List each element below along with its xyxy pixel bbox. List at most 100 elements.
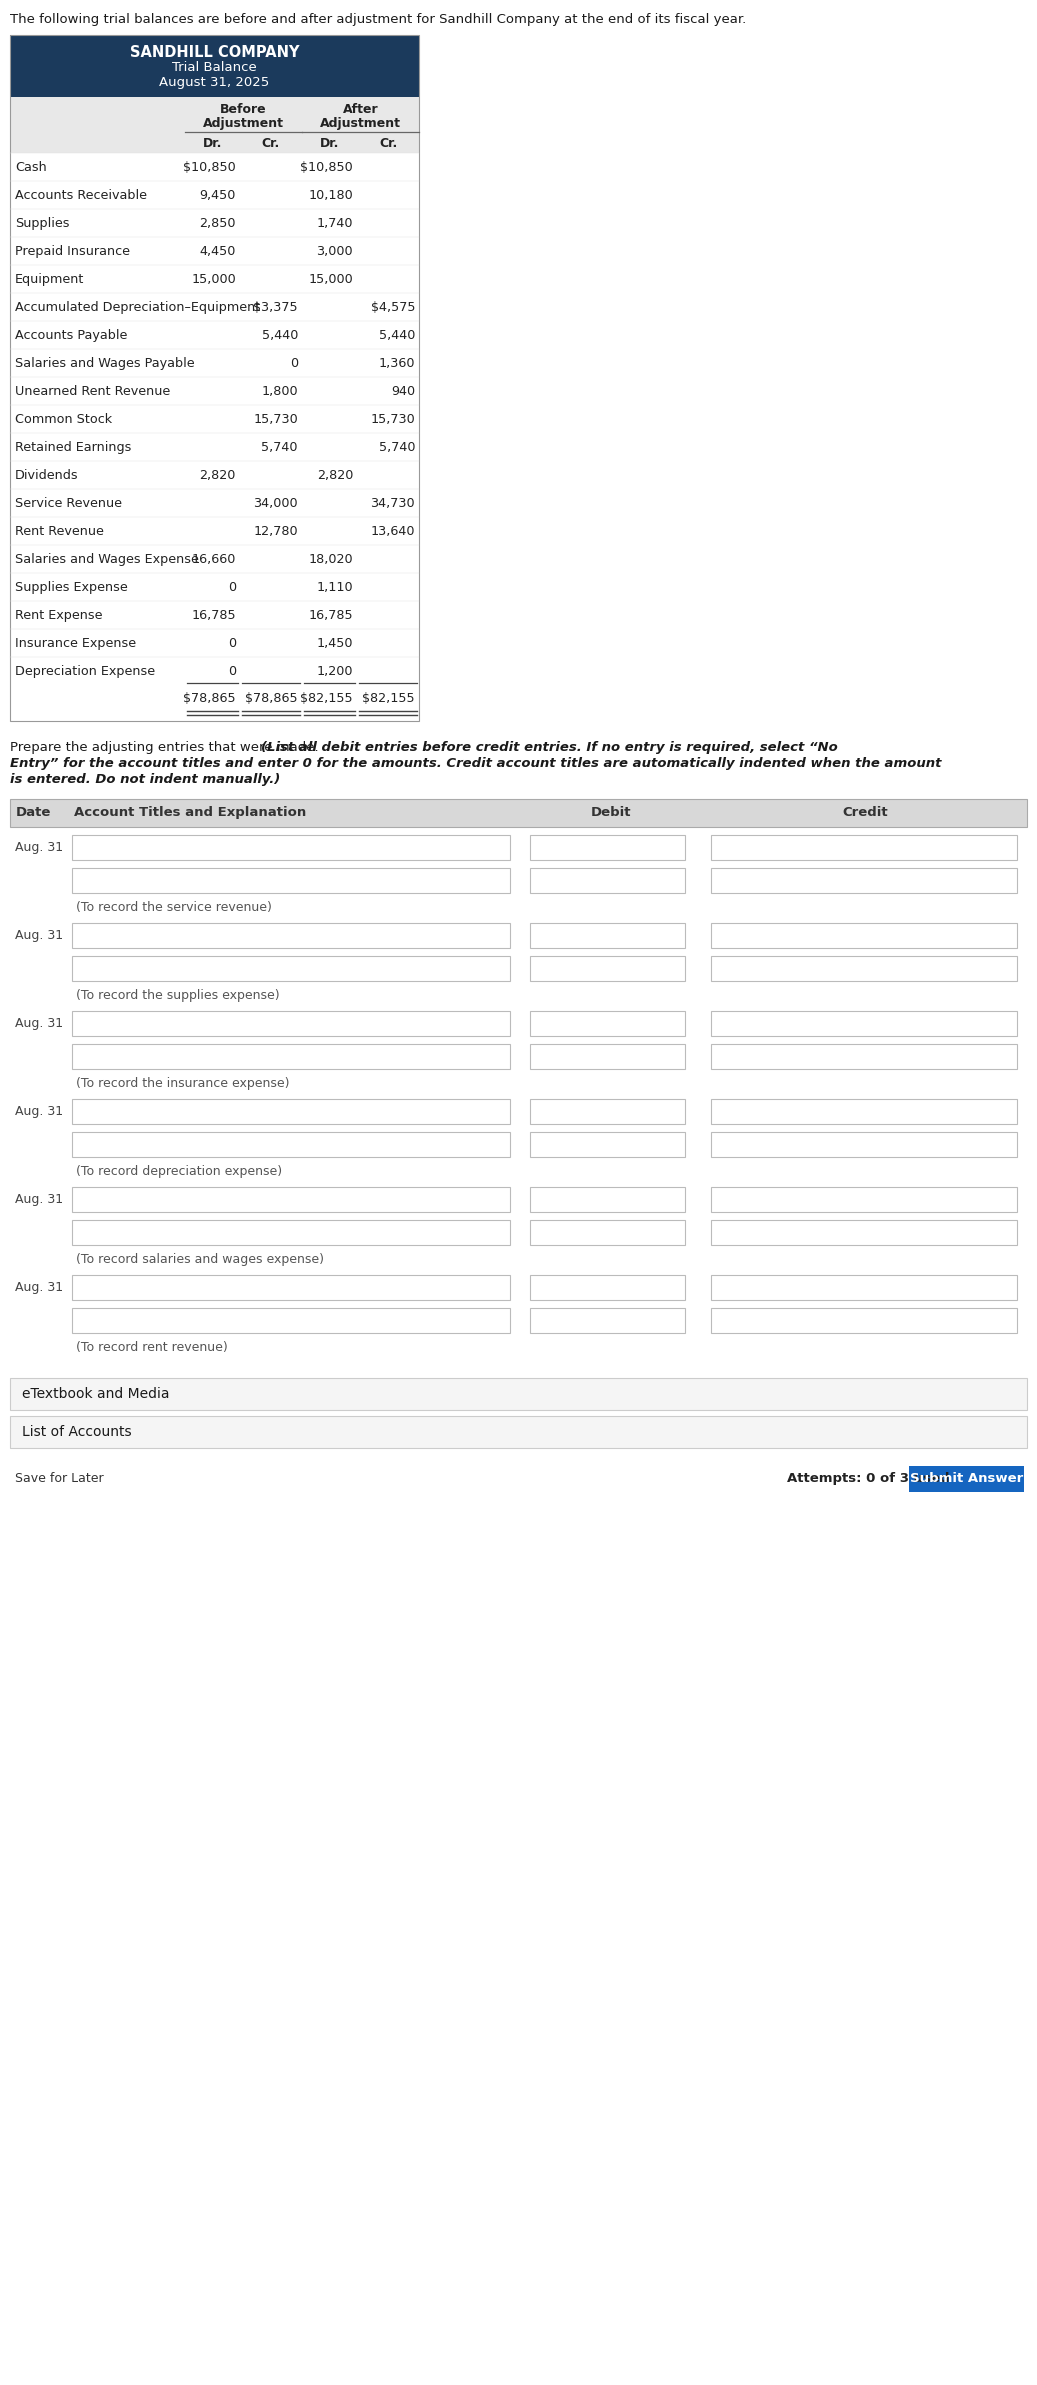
Bar [10,36,419,98]
Text: 5,440: 5,440 [379,329,415,341]
Bar [530,1045,685,1068]
Text: 9,450: 9,450 [200,188,236,203]
Text: The following trial balances are before and after adjustment for Sandhill Compan: The following trial balances are before … [10,12,747,26]
Text: 1,200: 1,200 [316,665,353,677]
Bar [530,1276,685,1300]
Text: Dividends: Dividends [15,470,79,482]
Text: 3,000: 3,000 [316,246,353,258]
Text: is entered. Do not indent manually.): is entered. Do not indent manually.) [10,773,280,787]
Text: Accumulated Depreciation–Equipment: Accumulated Depreciation–Equipment [15,301,260,315]
Text: SANDHILL COMPANY: SANDHILL COMPANY [130,45,300,60]
Text: Aug. 31: Aug. 31 [15,1192,63,1207]
Text: 34,730: 34,730 [370,496,415,510]
Text: 16,660: 16,660 [192,553,236,565]
Bar [530,956,685,980]
Text: $78,865: $78,865 [184,692,236,706]
Text: (List all debit entries before credit entries. If no entry is required, select “: (List all debit entries before credit en… [260,742,838,754]
Text: Dr.: Dr. [203,136,222,150]
Text: $82,155: $82,155 [362,692,415,706]
Text: Prepaid Insurance: Prepaid Insurance [15,246,130,258]
Text: Retained Earnings: Retained Earnings [15,441,132,453]
Text: Supplies Expense: Supplies Expense [15,582,128,594]
Text: 1,110: 1,110 [316,582,353,594]
Text: 12,780: 12,780 [253,525,298,539]
Text: Unearned Rent Revenue: Unearned Rent Revenue [15,384,170,398]
Text: 15,730: 15,730 [370,413,415,427]
Text: 0: 0 [228,637,236,651]
Bar [10,1417,1027,1448]
Bar [530,835,685,861]
Text: Rent Expense: Rent Expense [15,608,103,622]
Text: Trial Balance: Trial Balance [172,62,257,74]
Bar [711,923,1017,947]
Text: $78,865: $78,865 [246,692,298,706]
Bar [72,1133,510,1157]
Bar [711,956,1017,980]
Bar [10,36,419,720]
Text: 5,740: 5,740 [261,441,298,453]
Text: eTextbook and Media: eTextbook and Media [22,1388,169,1400]
Text: August 31, 2025: August 31, 2025 [160,76,270,88]
Text: Accounts Receivable: Accounts Receivable [15,188,147,203]
Text: Aug. 31: Aug. 31 [15,1281,63,1295]
Text: After: After [342,103,379,117]
Bar [711,1099,1017,1123]
Bar [711,1188,1017,1212]
Text: 1,800: 1,800 [261,384,298,398]
Text: $4,575: $4,575 [370,301,415,315]
Text: Aug. 31: Aug. 31 [15,1016,63,1030]
Text: Submit Answer: Submit Answer [909,1472,1024,1486]
Text: Entry” for the account titles and enter 0 for the amounts. Credit account titles: Entry” for the account titles and enter … [10,756,942,770]
Text: 18,020: 18,020 [308,553,353,565]
Bar [711,1045,1017,1068]
Text: (To record depreciation expense): (To record depreciation expense) [76,1164,282,1178]
Text: 2,820: 2,820 [316,470,353,482]
Text: Account Titles and Explanation: Account Titles and Explanation [74,806,306,818]
Bar [711,1221,1017,1245]
Text: Prepare the adjusting entries that were made.: Prepare the adjusting entries that were … [10,742,323,754]
Text: 15,730: 15,730 [253,413,298,427]
Text: Dr.: Dr. [319,136,339,150]
Text: Supplies: Supplies [15,217,69,229]
Text: $10,850: $10,850 [301,162,353,174]
Text: Date: Date [16,806,52,818]
Bar [530,868,685,892]
Bar [711,1133,1017,1157]
Text: 1,450: 1,450 [316,637,353,651]
Text: Cash: Cash [15,162,47,174]
Text: 1,740: 1,740 [316,217,353,229]
Text: Insurance Expense: Insurance Expense [15,637,136,651]
Text: (To record rent revenue): (To record rent revenue) [76,1340,228,1355]
Bar [711,1276,1017,1300]
Text: Aug. 31: Aug. 31 [15,930,63,942]
Text: 5,440: 5,440 [261,329,298,341]
Bar [711,835,1017,861]
Text: 0: 0 [228,582,236,594]
Text: Before: Before [220,103,267,117]
Text: (To record salaries and wages expense): (To record salaries and wages expense) [76,1252,324,1266]
Bar [711,1011,1017,1035]
Text: List of Accounts: List of Accounts [22,1424,132,1438]
Bar [10,98,419,153]
Text: (To record the service revenue): (To record the service revenue) [76,902,272,913]
Text: Aug. 31: Aug. 31 [15,842,63,854]
Text: Rent Revenue: Rent Revenue [15,525,104,539]
Text: Accounts Payable: Accounts Payable [15,329,128,341]
Text: 13,640: 13,640 [370,525,415,539]
Bar [72,835,510,861]
Bar [72,1188,510,1212]
Text: 0: 0 [290,358,298,370]
Bar [72,1045,510,1068]
Text: 4,450: 4,450 [200,246,236,258]
Text: $82,155: $82,155 [301,692,353,706]
Text: (To record the insurance expense): (To record the insurance expense) [76,1078,289,1090]
Text: 16,785: 16,785 [308,608,353,622]
Bar [72,1307,510,1333]
Bar [72,1099,510,1123]
Bar [530,1133,685,1157]
Bar [530,1011,685,1035]
Text: (To record the supplies expense): (To record the supplies expense) [76,990,280,1002]
Text: Aug. 31: Aug. 31 [15,1104,63,1119]
Bar [711,1307,1017,1333]
Bar [530,923,685,947]
